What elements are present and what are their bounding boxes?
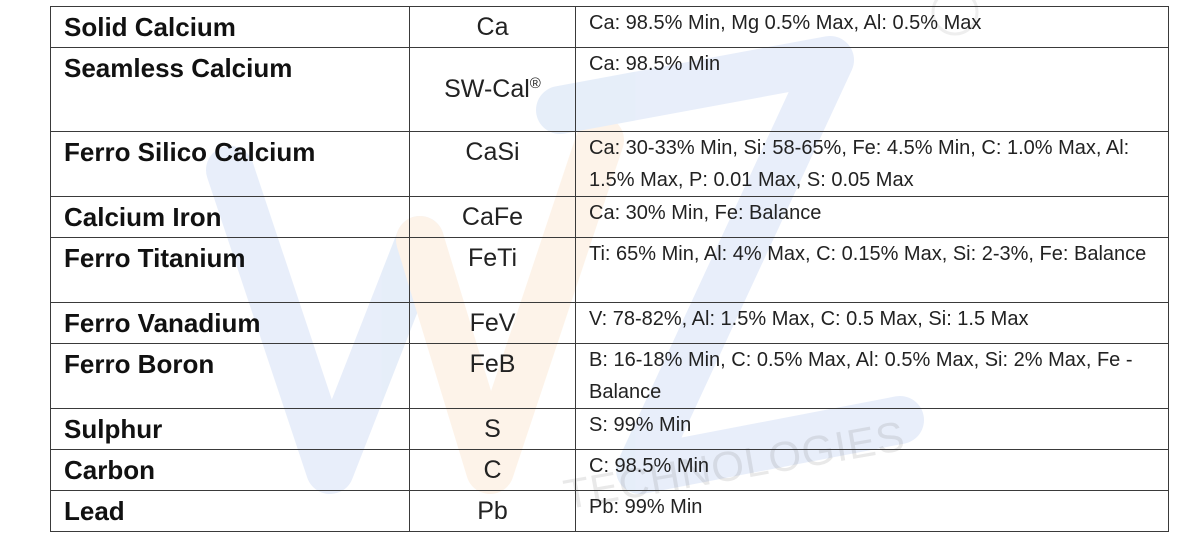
composition-cell: Pb: 99% Min [575, 490, 1169, 532]
product-composition: V: 78-82%, Al: 1.5% Max, C: 0.5 Max, Si:… [589, 308, 1029, 330]
composition-cell: Ti: 65% Min, Al: 4% Max, C: 0.15% Max, S… [575, 237, 1169, 303]
registered-mark: ® [529, 74, 541, 92]
table-row: Ferro Titanium FeTi Ti: 65% Min, Al: 4% … [50, 237, 1169, 303]
product-name-cell: Ferro Vanadium [50, 302, 410, 344]
composition-cell: V: 78-82%, Al: 1.5% Max, C: 0.5 Max, Si:… [575, 302, 1169, 344]
product-name: Carbon [64, 455, 155, 485]
product-composition: Pb: 99% Min [589, 496, 703, 518]
symbol-cell: CaFe [409, 196, 576, 238]
product-symbol: FeV [469, 309, 516, 337]
product-name: Ferro Vanadium [64, 308, 261, 338]
symbol-cell: S [409, 408, 576, 450]
product-composition: C: 98.5% Min [589, 455, 710, 477]
product-name: Lead [64, 496, 125, 526]
symbol-cell: C [409, 449, 576, 491]
product-name: Ferro Boron [64, 349, 215, 379]
table-row: Seamless Calcium SW-Cal® Ca: 98.5% Min [50, 47, 1169, 132]
table-row: Lead Pb Pb: 99% Min [50, 490, 1169, 532]
product-symbol: Pb [477, 497, 508, 525]
product-composition: B: 16-18% Min, C: 0.5% Max, Al: 0.5% Max… [589, 349, 1133, 403]
product-name-cell: Ferro Silico Calcium [50, 131, 410, 197]
composition-cell: B: 16-18% Min, C: 0.5% Max, Al: 0.5% Max… [575, 343, 1169, 409]
table-row: Ferro Boron FeB B: 16-18% Min, C: 0.5% M… [50, 343, 1169, 409]
product-composition: Ca: 30-33% Min, Si: 58-65%, Fe: 4.5% Min… [589, 137, 1130, 191]
product-name-cell: Ferro Titanium [50, 237, 410, 303]
product-name-cell: Seamless Calcium [50, 47, 410, 132]
product-composition: Ti: 65% Min, Al: 4% Max, C: 0.15% Max, S… [589, 243, 1147, 265]
product-name-cell: Sulphur [50, 408, 410, 450]
composition-cell: Ca: 98.5% Min, Mg 0.5% Max, Al: 0.5% Max [575, 6, 1169, 48]
composition-cell: C: 98.5% Min [575, 449, 1169, 491]
table-row: Solid Calcium Ca Ca: 98.5% Min, Mg 0.5% … [50, 6, 1169, 48]
product-composition: S: 99% Min [589, 414, 692, 436]
table-row: Sulphur S S: 99% Min [50, 408, 1169, 450]
composition-table: Solid Calcium Ca Ca: 98.5% Min, Mg 0.5% … [50, 6, 1169, 532]
product-symbol: FeB [469, 350, 516, 378]
symbol-cell: Pb [409, 490, 576, 532]
product-symbol: C [483, 456, 502, 484]
symbol-cell: FeTi [409, 237, 576, 303]
symbol-cell: FeV [409, 302, 576, 344]
symbol-cell: SW-Cal® [409, 47, 576, 132]
product-name-cell: Carbon [50, 449, 410, 491]
table-row: Carbon C C: 98.5% Min [50, 449, 1169, 491]
table-row: Ferro Silico Calcium CaSi Ca: 30-33% Min… [50, 131, 1169, 197]
product-symbol: FeTi [467, 244, 518, 272]
composition-cell: Ca: 30-33% Min, Si: 58-65%, Fe: 4.5% Min… [575, 131, 1169, 197]
product-composition: Ca: 30% Min, Fe: Balance [589, 202, 822, 224]
table-row: Ferro Vanadium FeV V: 78-82%, Al: 1.5% M… [50, 302, 1169, 344]
composition-cell: Ca: 98.5% Min [575, 47, 1169, 132]
product-name-cell: Lead [50, 490, 410, 532]
product-name-cell: Ferro Boron [50, 343, 410, 409]
composition-cell: Ca: 30% Min, Fe: Balance [575, 196, 1169, 238]
table-row: Calcium Iron CaFe Ca: 30% Min, Fe: Balan… [50, 196, 1169, 238]
product-symbol: Ca [476, 13, 509, 41]
symbol-cell: Ca [409, 6, 576, 48]
product-name-cell: Solid Calcium [50, 6, 410, 48]
product-symbol: S [484, 415, 501, 443]
product-name: Solid Calcium [64, 12, 236, 42]
symbol-cell: FeB [409, 343, 576, 409]
composition-cell: S: 99% Min [575, 408, 1169, 450]
product-name: Ferro Titanium [64, 243, 246, 273]
product-symbol: CaFe [461, 203, 524, 231]
product-name: Calcium Iron [64, 202, 222, 232]
product-name: Seamless Calcium [64, 53, 293, 83]
product-name: Sulphur [64, 414, 163, 444]
symbol-cell: CaSi [409, 131, 576, 197]
product-symbol: SW-Cal [444, 74, 530, 103]
product-symbol: CaSi [465, 138, 520, 166]
product-name: Ferro Silico Calcium [64, 137, 316, 167]
product-name-cell: Calcium Iron [50, 196, 410, 238]
product-composition: Ca: 98.5% Min, Mg 0.5% Max, Al: 0.5% Max [589, 12, 982, 34]
product-composition: Ca: 98.5% Min [589, 53, 721, 75]
